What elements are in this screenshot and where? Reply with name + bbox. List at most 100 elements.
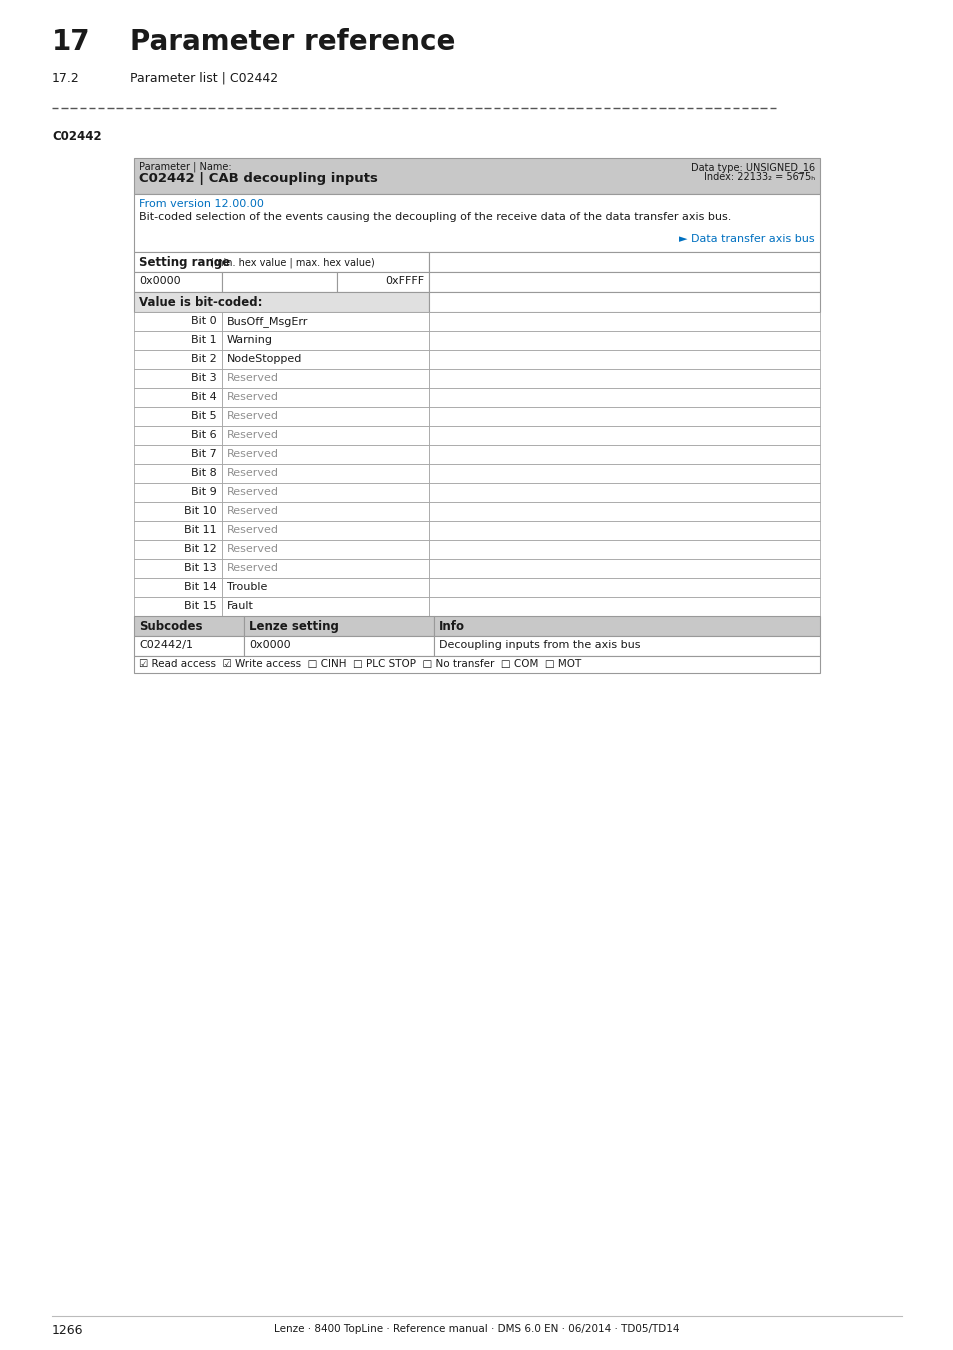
Bar (429, 483, 820, 502)
Bar (429, 597, 820, 616)
Text: Value is bit-coded:: Value is bit-coded: (139, 296, 262, 309)
Bar (133, 312, 222, 331)
Bar (429, 292, 820, 312)
Text: 17.2: 17.2 (52, 72, 80, 85)
Bar (222, 502, 429, 521)
Text: 17: 17 (52, 28, 91, 55)
Text: Bit 11: Bit 11 (184, 525, 216, 535)
Text: Reserved: Reserved (227, 563, 278, 572)
Text: Lenze setting: Lenze setting (249, 620, 338, 633)
Text: 0x0000: 0x0000 (139, 275, 180, 286)
Text: Lenze · 8400 TopLine · Reference manual · DMS 6.0 EN · 06/2014 · TD05/TD14: Lenze · 8400 TopLine · Reference manual … (274, 1324, 679, 1334)
Text: Reserved: Reserved (227, 525, 278, 535)
Bar (133, 502, 222, 521)
Bar (133, 464, 222, 483)
Bar (429, 559, 820, 578)
Text: Bit 4: Bit 4 (191, 392, 216, 402)
Text: From version 12.00.00: From version 12.00.00 (139, 198, 264, 209)
Bar (222, 312, 429, 331)
Text: ► Data transfer axis bus: ► Data transfer axis bus (679, 234, 814, 244)
Text: Subcodes: Subcodes (139, 620, 202, 633)
Text: C02442 | CAB decoupling inputs: C02442 | CAB decoupling inputs (139, 171, 377, 185)
Bar (133, 446, 222, 464)
Bar (429, 312, 820, 331)
Text: Bit-coded selection of the events causing the decoupling of the receive data of : Bit-coded selection of the events causin… (139, 212, 731, 221)
Bar (133, 331, 222, 350)
Bar (222, 427, 429, 446)
Text: Bit 3: Bit 3 (192, 373, 216, 383)
Bar (429, 578, 820, 597)
Bar (222, 464, 429, 483)
Text: Fault: Fault (227, 601, 253, 612)
Text: Decoupling inputs from the axis bus: Decoupling inputs from the axis bus (438, 640, 639, 649)
Text: Bit 5: Bit 5 (192, 410, 216, 421)
Text: Parameter reference: Parameter reference (130, 28, 455, 55)
Bar (222, 387, 429, 406)
Bar (133, 350, 222, 369)
Bar (429, 369, 820, 387)
Bar (133, 521, 222, 540)
Text: Setting range: Setting range (139, 256, 230, 269)
Text: NodeStopped: NodeStopped (227, 354, 302, 364)
Bar (336, 271, 429, 292)
Bar (244, 616, 434, 636)
Text: Reserved: Reserved (227, 392, 278, 402)
Bar (222, 350, 429, 369)
Bar (133, 158, 820, 194)
Text: 0xFFFF: 0xFFFF (384, 275, 423, 286)
Bar (222, 446, 429, 464)
Bar (434, 636, 820, 656)
Text: Reserved: Reserved (227, 544, 278, 554)
Bar (429, 464, 820, 483)
Text: Info: Info (438, 620, 464, 633)
Bar (222, 597, 429, 616)
Text: BusOff_MsgErr: BusOff_MsgErr (227, 316, 308, 327)
Bar (133, 616, 244, 636)
Text: Reserved: Reserved (227, 410, 278, 421)
Bar (133, 483, 222, 502)
Bar (133, 252, 429, 271)
Bar (222, 483, 429, 502)
Bar (222, 271, 336, 292)
Text: 1266: 1266 (52, 1324, 84, 1336)
Bar (133, 387, 222, 406)
Bar (222, 559, 429, 578)
Text: Bit 7: Bit 7 (191, 450, 216, 459)
Bar (429, 271, 820, 292)
Bar (133, 406, 222, 427)
Bar (429, 406, 820, 427)
Bar (133, 369, 222, 387)
Text: Data type: UNSIGNED_16: Data type: UNSIGNED_16 (690, 162, 814, 173)
Text: Bit 12: Bit 12 (184, 544, 216, 554)
Text: Bit 13: Bit 13 (184, 563, 216, 572)
Text: Reserved: Reserved (227, 506, 278, 516)
Bar (429, 502, 820, 521)
Bar (133, 597, 222, 616)
Bar (133, 427, 222, 446)
Text: Bit 6: Bit 6 (192, 431, 216, 440)
Text: 0x0000: 0x0000 (249, 640, 291, 649)
Text: C02442: C02442 (52, 130, 102, 143)
Text: Bit 0: Bit 0 (192, 316, 216, 325)
Text: Bit 1: Bit 1 (192, 335, 216, 346)
Text: Bit 15: Bit 15 (184, 601, 216, 612)
Text: Reserved: Reserved (227, 487, 278, 497)
Text: Reserved: Reserved (227, 373, 278, 383)
Text: Bit 8: Bit 8 (191, 468, 216, 478)
Text: Warning: Warning (227, 335, 273, 346)
Bar (429, 387, 820, 406)
Text: Parameter | Name:: Parameter | Name: (139, 162, 232, 173)
Bar (133, 292, 429, 312)
Bar (429, 252, 820, 271)
Bar (222, 578, 429, 597)
Text: Bit 10: Bit 10 (184, 506, 216, 516)
Bar (133, 271, 222, 292)
Bar (429, 331, 820, 350)
Bar (429, 521, 820, 540)
Text: Bit 14: Bit 14 (184, 582, 216, 593)
Bar (429, 446, 820, 464)
Bar (133, 540, 222, 559)
Text: Bit 2: Bit 2 (191, 354, 216, 364)
Bar (133, 636, 244, 656)
Text: Reserved: Reserved (227, 468, 278, 478)
